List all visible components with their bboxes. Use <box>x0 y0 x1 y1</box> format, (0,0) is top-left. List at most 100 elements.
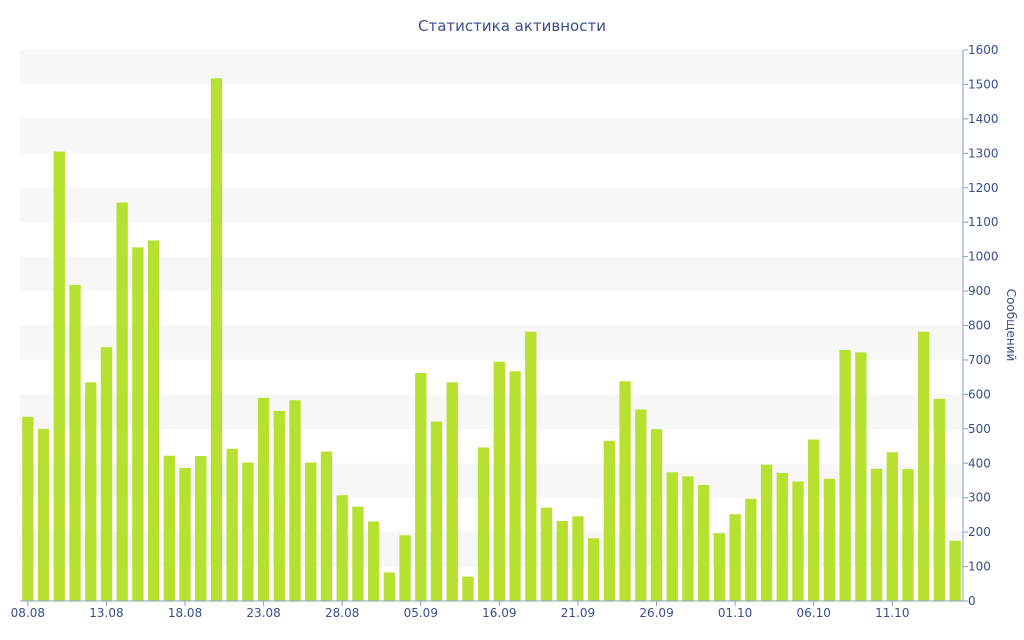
y-tick-label: 1300 <box>968 146 999 160</box>
x-tick-label: 21.09 <box>561 606 595 620</box>
x-tick-label: 01.10 <box>718 606 752 620</box>
bar <box>305 462 317 601</box>
bar <box>556 521 568 601</box>
bar <box>446 382 458 601</box>
bar <box>352 506 364 601</box>
bar-series <box>22 78 961 602</box>
grid-bands <box>20 50 963 567</box>
bar <box>855 352 867 601</box>
bar <box>399 535 411 601</box>
bar <box>210 78 223 601</box>
bar <box>902 469 914 601</box>
bar <box>257 397 270 601</box>
grid-band <box>20 463 963 498</box>
y-tick-label: 900 <box>968 284 991 298</box>
bar <box>603 440 616 601</box>
bar <box>163 455 175 601</box>
bar <box>226 448 238 601</box>
grid-band <box>20 532 963 567</box>
bar <box>666 472 678 601</box>
y-tick-label: 700 <box>968 353 991 367</box>
x-tick-label: 26.09 <box>639 606 673 620</box>
bar <box>195 456 207 601</box>
y-axis-label: Сообщений <box>1004 289 1018 362</box>
y-tick-label: 800 <box>968 319 991 333</box>
bar <box>493 361 506 601</box>
x-tick-label: 23.08 <box>246 606 280 620</box>
bar <box>179 468 191 601</box>
chart-title: Статистика активности <box>418 17 606 35</box>
bar <box>729 514 741 601</box>
bar <box>147 240 160 601</box>
y-tick-label: 1000 <box>968 250 999 264</box>
bar <box>760 464 773 601</box>
y-axis-ticks: 0 100 200 300 400 500 600 700 800 900 1000 1100 1200… <box>963 43 999 608</box>
y-tick-label: 100 <box>968 560 991 574</box>
bar <box>132 247 144 601</box>
bar <box>713 533 726 601</box>
bar <box>870 468 883 601</box>
y-tick-label: 1500 <box>968 77 999 91</box>
bar <box>462 576 474 601</box>
y-tick-label: 1400 <box>968 112 999 126</box>
x-tick-label: 06.10 <box>797 606 831 620</box>
bar <box>619 381 631 601</box>
bar <box>85 382 97 601</box>
x-tick-label: 16.09 <box>482 606 516 620</box>
bar <box>949 540 961 601</box>
bar <box>776 472 788 601</box>
bar <box>933 398 946 601</box>
y-tick-label: 1100 <box>968 215 999 229</box>
bar <box>839 349 851 601</box>
y-tick-label: 0 <box>968 594 976 608</box>
bar <box>509 371 521 601</box>
bar <box>37 428 50 601</box>
bar <box>525 331 537 601</box>
bar <box>100 347 113 601</box>
bar <box>698 484 710 601</box>
y-tick-label: 500 <box>968 422 991 436</box>
x-tick-label: 08.08 <box>11 606 45 620</box>
bar <box>808 439 820 601</box>
bar <box>572 516 584 601</box>
grid-band <box>20 325 963 360</box>
bar <box>336 495 348 601</box>
grid-band <box>20 50 963 85</box>
y-tick-label: 1200 <box>968 181 999 195</box>
bar <box>273 410 285 601</box>
bar <box>415 373 427 601</box>
x-tick-label: 11.10 <box>875 606 909 620</box>
bar <box>242 462 254 601</box>
bar <box>69 284 81 601</box>
x-tick-label: 28.08 <box>325 606 359 620</box>
x-tick-label: 18.08 <box>168 606 202 620</box>
bar <box>918 331 930 601</box>
bar <box>320 451 333 601</box>
y-tick-label: 1600 <box>968 43 999 57</box>
x-tick-label: 13.08 <box>89 606 123 620</box>
bar <box>886 452 898 601</box>
bar <box>682 476 694 601</box>
bar <box>477 447 490 601</box>
bar <box>367 521 380 601</box>
y-tick-label: 600 <box>968 387 991 401</box>
grid-band <box>20 256 963 292</box>
bar <box>635 409 647 601</box>
grid-band <box>20 118 963 154</box>
y-tick-label: 400 <box>968 456 991 470</box>
bar <box>430 421 443 601</box>
bar <box>650 429 663 601</box>
grid-band <box>20 394 963 429</box>
bar <box>289 400 301 601</box>
bar <box>53 151 65 601</box>
x-axis-ticks: 08.08 13.08 18.08 23.08 28.08 05.09 16.09 21.09… <box>11 601 909 620</box>
bar <box>540 507 553 601</box>
grid-band <box>20 187 963 223</box>
bar <box>745 498 757 601</box>
bar <box>116 202 128 602</box>
bar <box>823 478 836 601</box>
y-tick-label: 300 <box>968 491 991 505</box>
x-tick-label: 05.09 <box>404 606 438 620</box>
